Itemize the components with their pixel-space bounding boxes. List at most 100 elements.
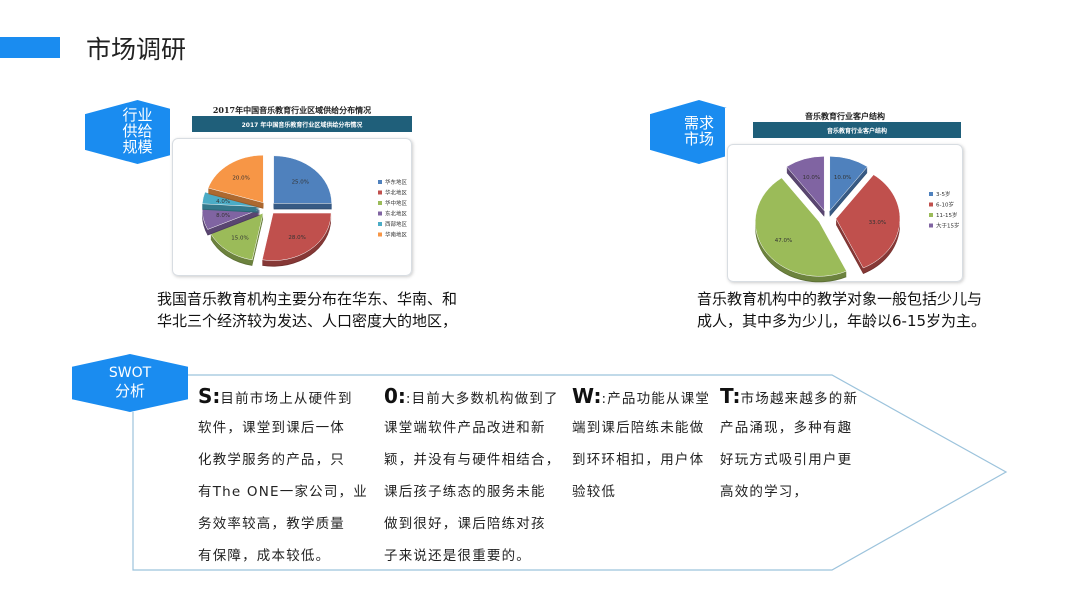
- badge-text: 需求: [683, 114, 714, 133]
- swot-text: 化教学服务的产品，只: [198, 452, 345, 468]
- legend-label: 西部地区: [385, 220, 408, 228]
- swot-line: 软件，课堂到课后一体: [198, 412, 368, 444]
- swot-line: W::产品功能从课堂: [572, 380, 710, 412]
- badge-swot: SWOT 分析: [72, 354, 188, 412]
- swot-line: 验较低: [572, 476, 710, 508]
- swot-weaknesses: W::产品功能从课堂端到课后陪练未能做 到环环相扣，用户体 验较低: [572, 380, 710, 508]
- pie-slice: [207, 154, 264, 209]
- swot-letter: T:: [720, 384, 741, 408]
- caption-demand: 音乐教育机构中的教学对象一般包括少儿与 成人，其中多为少儿，年龄以6-15岁为主…: [697, 288, 986, 332]
- swot-text: 有The ONE一家公司，业: [198, 484, 368, 500]
- swot-text: :产品功能从课堂: [601, 391, 711, 407]
- pie-data-label: 33.0%: [869, 220, 886, 226]
- swot-text: 做到很好，课后陪练对孩: [384, 516, 546, 532]
- pie-data-label: 10.0%: [803, 175, 820, 181]
- swot-letter: S:: [198, 384, 221, 408]
- pie-data-label: 15.0%: [231, 236, 248, 242]
- pie-slice: [786, 156, 825, 217]
- swot-text: 务效率较高，教学质量: [198, 516, 345, 532]
- chart-region-demand: 音乐教育行业客户结构 音乐教育行业客户结构 10.0% 33.0% 47.0% 10.…: [725, 108, 965, 284]
- swot-text: 软件，课堂到课后一体: [198, 420, 345, 436]
- pie-slice: [261, 212, 332, 267]
- chart-title: 2017年中国音乐教育行业区域供给分布情况: [212, 105, 372, 115]
- legend-swatch: [378, 201, 382, 205]
- caption-line: 我国音乐教育机构主要分布在华东、华南、和: [157, 290, 458, 308]
- swot-text: 目前市场上从硬件到: [220, 391, 353, 407]
- page-title: 市场调研: [86, 35, 187, 64]
- legend-label: 华南地区: [385, 231, 408, 239]
- swot-letter: W:: [572, 384, 602, 408]
- legend-label: 华北地区: [385, 189, 408, 197]
- pie-slice: [829, 156, 868, 217]
- swot-text: :目前大多数机构做到了: [405, 391, 559, 407]
- swot-line: 端到课后陪练未能做: [572, 412, 710, 444]
- swot-line: 有The ONE一家公司，业: [198, 476, 368, 508]
- badge-text: 行业: [122, 106, 153, 125]
- pie-data-label: 25.0%: [292, 180, 309, 186]
- legend-label: 华中地区: [385, 199, 408, 207]
- swot-line: 课堂端软件产品改进和新: [384, 412, 560, 444]
- swot-opportunities: 0::目前大多数机构做到了 课堂端软件产品改进和新 颖，并没有与硬件相结合， 课后孩子…: [384, 380, 560, 572]
- chart-banner: 2017 年中国音乐教育行业区域供给分布情况: [192, 116, 412, 132]
- chart-banner: 音乐教育行业客户结构: [753, 122, 961, 138]
- legend-label: 3-5岁: [936, 190, 950, 198]
- legend-swatch: [378, 222, 382, 226]
- caption-supply: 我国音乐教育机构主要分布在华东、华南、和 华北三个经济较为发达、人口密度大的地区…: [157, 288, 457, 332]
- swot-line: S:目前市场上从硬件到: [198, 380, 368, 412]
- legend-swatch: [929, 213, 933, 217]
- swot-letter: 0:: [384, 384, 406, 408]
- pie-data-label: 28.0%: [288, 235, 305, 241]
- legend-label: 大于15岁: [936, 222, 960, 230]
- swot-line: 课后孩子练态的服务未能: [384, 476, 560, 508]
- swot-line: 高效的学习，: [720, 476, 858, 508]
- pie-data-label: 20.0%: [232, 176, 249, 182]
- swot-line: 0::目前大多数机构做到了: [384, 380, 560, 412]
- badge-text: 供给: [122, 122, 153, 141]
- legend-swatch: [929, 223, 933, 228]
- plot-area: [172, 138, 412, 276]
- swot-text: 验较低: [572, 484, 617, 500]
- caption-line: 华北三个经济较为发达、人口密度大的地区，: [157, 312, 458, 330]
- plot-area: [727, 144, 963, 282]
- swot-line: 好玩方式吸引用户更: [720, 444, 858, 476]
- legend-label: 6-10岁: [936, 201, 954, 209]
- swot-text: 子来说还是很重要的。: [384, 548, 531, 564]
- badge-text: 规模: [122, 137, 153, 156]
- legend-swatch: [929, 202, 933, 207]
- badge-text: SWOT: [108, 364, 152, 381]
- swot-line: 到环环相扣，用户体: [572, 444, 710, 476]
- legend-label: 东北地区: [385, 210, 408, 218]
- pie-slice: [273, 155, 332, 210]
- swot-line: 产品涌现，多种有趣: [720, 412, 858, 444]
- pie-slice: [755, 177, 847, 283]
- title-accent-bar: [0, 37, 60, 58]
- legend-swatch: [378, 211, 382, 216]
- swot-text: 好玩方式吸引用户更: [720, 452, 853, 468]
- swot-line: 有保障，成本较低。: [198, 540, 368, 572]
- swot-text: 颖，并没有与硬件相结合，: [384, 452, 561, 468]
- legend-swatch: [378, 180, 382, 184]
- swot-line: 化教学服务的产品，只: [198, 444, 368, 476]
- swot-line: 颖，并没有与硬件相结合，: [384, 444, 560, 476]
- chart-region-supply: 2017年中国音乐教育行业区域供给分布情况 2017 年中国音乐教育行业区域供给…: [170, 102, 414, 278]
- swot-text: 市场越来越多的新: [740, 391, 859, 407]
- swot-line: 子来说还是很重要的。: [384, 540, 560, 572]
- caption-line: 成人，其中多为少儿，年龄以6-15岁为主。: [697, 312, 987, 330]
- swot-text: 端到课后陪练未能做: [572, 420, 705, 436]
- legend-swatch: [378, 232, 382, 237]
- legend-swatch: [378, 190, 382, 195]
- pie-slice: [210, 212, 264, 266]
- swot-line: T:市场越来越多的新: [720, 380, 858, 412]
- pie-chart-supply: 25.0% 28.0% 15.0% 8.0% 4.0% 20.0% 华东地区华北地区华中地区…: [201, 154, 408, 267]
- pie-data-label: 10.0%: [834, 175, 851, 181]
- swot-text: 有保障，成本较低。: [198, 548, 331, 564]
- swot-text: 到环环相扣，用户体: [572, 452, 705, 468]
- legend-label: 11-15岁: [936, 211, 957, 219]
- swot-strengths: S:目前市场上从硬件到软件，课堂到课后一体 化教学服务的产品，只有The ONE一…: [198, 380, 368, 572]
- pie-data-label: 47.0%: [775, 238, 792, 244]
- swot-text: 产品涌现，多种有趣: [720, 420, 853, 436]
- swot-line: 做到很好，课后陪练对孩: [384, 508, 560, 540]
- swot-text: 高效的学习，: [720, 484, 809, 500]
